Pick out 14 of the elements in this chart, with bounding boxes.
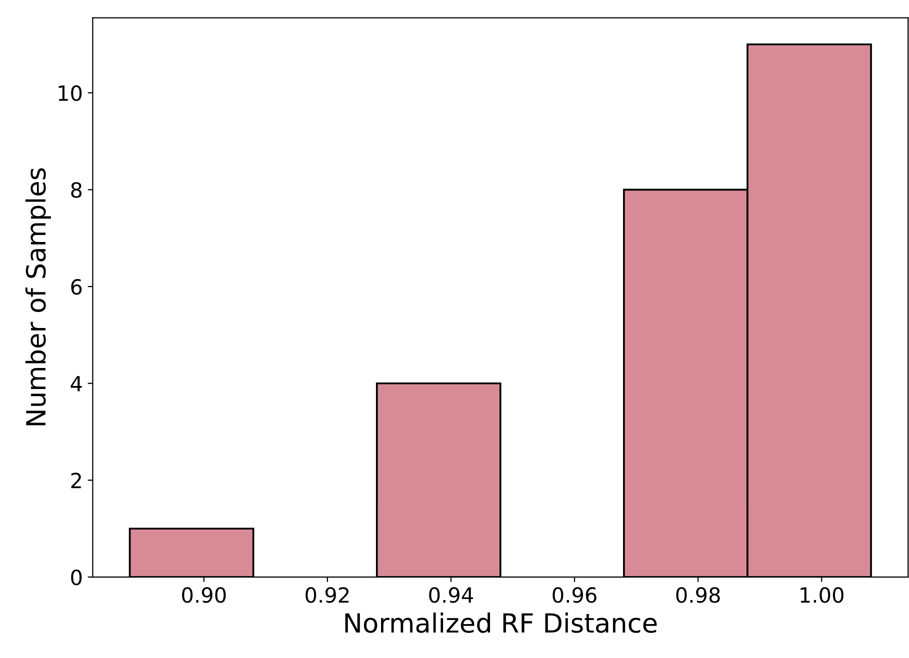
y-tick-label: 10	[58, 85, 82, 102]
y-tick-label: 6	[71, 278, 82, 295]
x-tick-label: 0.90	[182, 587, 226, 603]
y-tick-label: 0	[71, 570, 82, 586]
x-axis-title: Normalized RF Distance	[345, 612, 657, 633]
x-tick-label: 0.94	[429, 587, 474, 603]
x-tick-label: 0.96	[552, 587, 596, 603]
y-tick-label: 8	[71, 182, 82, 198]
x-tick-label: 0.92	[306, 587, 349, 603]
y-tick-label: 4	[70, 376, 82, 392]
x-tick-label: 1.00	[800, 587, 844, 603]
y-tick-label: 2	[71, 472, 81, 488]
x-tick-label: 0.98	[676, 587, 720, 603]
y-axis-title: Number of Samples	[25, 168, 51, 426]
